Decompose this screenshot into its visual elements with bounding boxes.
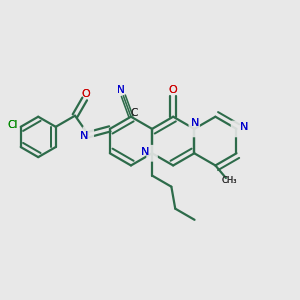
Text: O: O <box>82 88 91 99</box>
Text: O: O <box>169 85 178 95</box>
Text: N: N <box>191 118 199 128</box>
Text: N: N <box>80 131 88 141</box>
Text: N: N <box>117 85 125 95</box>
Text: N: N <box>140 147 149 157</box>
Text: CH₃: CH₃ <box>221 176 237 185</box>
Text: N: N <box>117 85 125 95</box>
Text: N: N <box>140 147 149 157</box>
Text: CH₃: CH₃ <box>221 176 237 185</box>
Text: Cl: Cl <box>7 120 18 130</box>
Text: N: N <box>240 122 248 132</box>
Text: N: N <box>191 118 199 128</box>
Text: N: N <box>240 122 248 132</box>
Text: C: C <box>130 108 138 118</box>
Text: Cl: Cl <box>7 120 18 130</box>
Text: O: O <box>82 88 91 99</box>
Text: O: O <box>169 85 178 95</box>
Text: N: N <box>80 131 88 141</box>
Text: C: C <box>130 108 138 118</box>
